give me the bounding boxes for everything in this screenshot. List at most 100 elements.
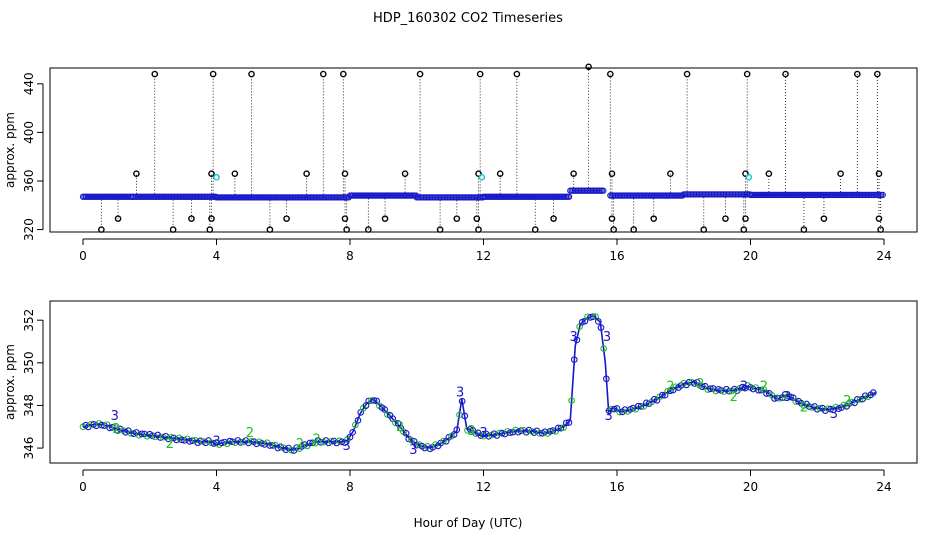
top-outlier-point (303, 170, 310, 177)
bottom-label-2: 2 (296, 437, 304, 452)
bottom-plot-frame (49, 300, 918, 464)
bottom-data-point (247, 438, 255, 445)
top-outlier-point (531, 226, 539, 233)
top-outlier-point (476, 70, 484, 78)
bottom-label-3: 3 (456, 386, 464, 401)
top-outlier-point (231, 170, 239, 177)
bottom-label-2: 2 (843, 394, 851, 409)
bottom-label-3: 3 (343, 439, 351, 454)
top-outlier-point (496, 170, 504, 177)
bottom-label-3: 3 (740, 379, 748, 394)
bottom-label-2: 2 (112, 422, 120, 437)
top-outlier-point (266, 226, 274, 233)
bottom-data-point (458, 397, 466, 405)
top-outlier-point (343, 226, 350, 233)
top-outlier-point (740, 226, 748, 233)
top-x-tick-label: 4 (213, 249, 221, 263)
bottom-data-point (848, 398, 856, 406)
top-panel: approx. ppm 0 4 8 12 16 20 24 320 360 400 440 (3, 63, 918, 263)
bottom-data-point (816, 404, 824, 412)
top-outlier-point (800, 226, 808, 233)
top-outlier-point (401, 170, 409, 177)
bottom-data-point (453, 426, 461, 434)
top-plot-marks (79, 63, 886, 233)
top-x-tick-label: 24 (876, 249, 891, 263)
bottom-data-point (506, 429, 514, 436)
bottom-label-2: 2 (800, 401, 808, 416)
top-y-tick-label: 440 (22, 72, 36, 95)
top-outlier-point (475, 226, 482, 233)
top-outlier-point (206, 226, 214, 233)
bottom-data-point (109, 424, 116, 431)
top-x-tick-label: 20 (743, 249, 758, 263)
top-outlier-point (667, 170, 674, 177)
bottom-data-point (568, 397, 575, 404)
bottom-data-point (309, 439, 316, 447)
top-outlier-point (743, 70, 751, 78)
bottom-x-tick-label: 12 (476, 480, 491, 494)
top-outlier-point (98, 226, 105, 233)
top-outlier-point (208, 170, 215, 177)
top-plot-frame (49, 67, 918, 233)
top-outlier-point (608, 170, 616, 177)
bottom-data-point (370, 397, 378, 404)
top-outlier-point (208, 215, 215, 222)
top-outlier-point (473, 215, 481, 222)
bottom-y-tick-label: 346 (22, 437, 36, 460)
top-outlier-point (742, 215, 749, 222)
top-outlier-point (765, 170, 773, 177)
top-outlier-point (875, 215, 883, 222)
bottom-data-point (707, 385, 714, 393)
top-y-axis-label: approx. ppm (3, 112, 17, 188)
bottom-y-tick-label: 350 (22, 351, 36, 374)
bottom-label-2: 2 (246, 426, 254, 441)
chart-title: HDP_160302 CO2 Timeseries (373, 11, 563, 26)
top-y-tick-label: 360 (22, 170, 36, 193)
top-outlier-point (585, 63, 592, 71)
top-y-tick-label: 400 (22, 121, 36, 144)
top-outlier-point (782, 70, 789, 78)
top-outlier-point (341, 170, 349, 177)
bottom-data-point (570, 356, 578, 364)
top-outlier-point (700, 226, 708, 233)
bottom-label-3: 3 (830, 407, 838, 422)
bottom-y-axis: 346 348 350 352 (22, 309, 44, 460)
top-x-tick-label: 12 (476, 249, 491, 263)
top-outlier-point (114, 215, 122, 222)
bottom-label-2: 2 (730, 390, 738, 405)
top-data-point (565, 193, 573, 200)
bottom-data-point (602, 375, 610, 383)
top-outlier-point (837, 170, 844, 177)
top-x-axis: 0 4 8 12 16 20 24 (79, 238, 892, 263)
bottom-data-point (392, 419, 399, 427)
top-outlier-point (630, 226, 637, 233)
bottom-data-point (287, 446, 295, 454)
top-outlier-point (248, 70, 255, 78)
bottom-data-point (269, 442, 276, 449)
bottom-label-3: 3 (409, 443, 417, 458)
bottom-x-tick-label: 24 (876, 480, 891, 494)
top-outlier-point (416, 70, 424, 78)
bottom-data-point (856, 396, 864, 403)
bottom-data-point (565, 419, 573, 426)
bottom-data-point (440, 437, 447, 445)
top-cyan-point (478, 174, 486, 181)
bottom-data-point (600, 345, 608, 352)
bottom-label-3: 3 (569, 330, 577, 345)
bottom-data-point (354, 416, 362, 424)
top-outlier-point (610, 226, 617, 233)
top-outlier-point (874, 70, 881, 78)
top-outlier-point (381, 215, 389, 222)
bottom-x-tick-label: 0 (79, 480, 87, 494)
bottom-x-tick-label: 16 (609, 480, 624, 494)
bottom-data-point (557, 424, 565, 432)
bottom-data-point (659, 391, 666, 399)
bottom-data-point (346, 433, 354, 441)
bottom-label-3: 3 (111, 409, 119, 424)
bottom-x-tick-label: 4 (213, 480, 221, 494)
bottom-label-3: 3 (479, 426, 487, 441)
bottom-y-tick-label: 352 (22, 309, 36, 332)
